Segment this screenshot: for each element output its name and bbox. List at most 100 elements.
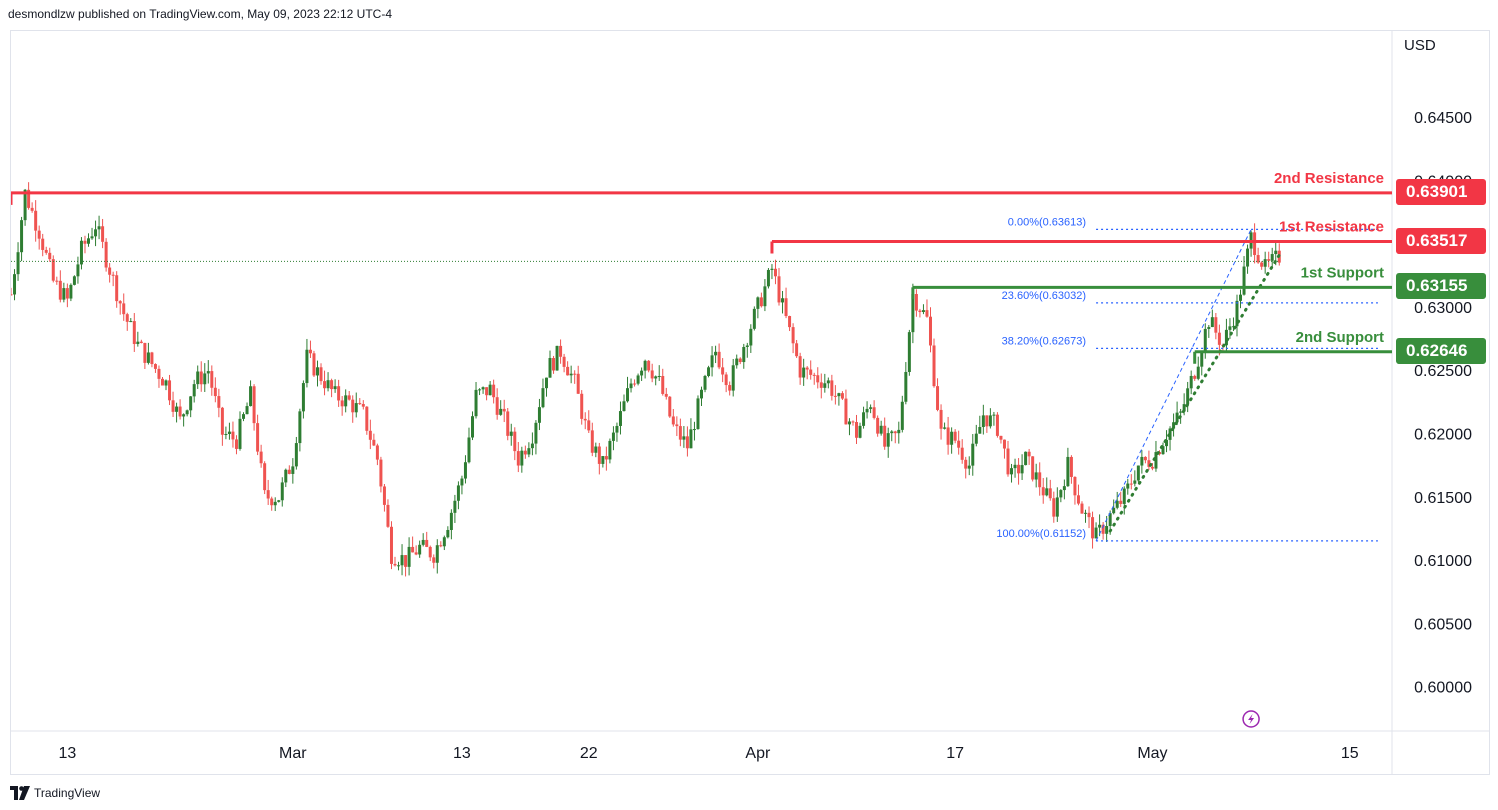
candle-body <box>439 545 443 547</box>
candle-body <box>611 432 615 441</box>
candle-body <box>11 294 13 296</box>
candle-body <box>1231 326 1235 328</box>
candle-body <box>1256 255 1260 263</box>
currency-label: USD <box>1404 37 1436 54</box>
support-label: 2nd Support <box>1296 329 1384 346</box>
candle-body <box>365 406 369 431</box>
candle-body <box>315 367 319 376</box>
candle-body <box>661 376 665 394</box>
candle-body <box>446 529 450 538</box>
fib-level-label: 38.20%(0.62673) <box>1002 335 1086 347</box>
chart-area[interactable]: 0.645000.640000.630000.625000.620000.615… <box>10 30 1490 775</box>
candle-body <box>1154 452 1158 469</box>
candle-body <box>407 546 411 567</box>
fib-level-label: 100.00%(0.61152) <box>996 528 1086 540</box>
candle-body <box>393 563 397 566</box>
candle-body <box>960 447 964 460</box>
candle-body <box>552 358 556 371</box>
candle-body <box>1010 468 1014 475</box>
candle-body <box>643 360 647 371</box>
candle-body <box>196 371 200 385</box>
candle-body <box>1091 517 1095 539</box>
candle-body <box>636 375 640 384</box>
candle-body <box>569 373 573 376</box>
candle-body <box>763 286 767 307</box>
candle-body <box>323 381 327 389</box>
candle-body <box>471 416 475 438</box>
candle-body <box>756 297 760 309</box>
candle-body <box>301 383 305 412</box>
candle-body <box>802 367 806 378</box>
footer: TradingView <box>10 784 100 802</box>
candle-body <box>108 267 112 275</box>
y-tick-label: 0.61000 <box>1414 553 1472 570</box>
price-chart[interactable]: 0.645000.640000.630000.625000.620000.615… <box>11 31 1489 774</box>
y-tick-label: 0.63000 <box>1414 300 1472 317</box>
candle-body <box>160 378 164 386</box>
candle-body <box>312 353 316 376</box>
candle-body <box>1027 451 1031 457</box>
candle-body <box>502 408 506 412</box>
candle-body <box>118 301 122 304</box>
candle-body <box>463 462 467 479</box>
candle-body <box>1017 464 1021 474</box>
candle-body <box>182 414 186 417</box>
candle-body <box>844 398 848 425</box>
candle-body <box>1041 487 1045 496</box>
candle-body <box>379 459 383 487</box>
candle-body <box>932 345 936 387</box>
candle-body <box>213 387 217 397</box>
candle-body <box>788 316 792 328</box>
candle-body <box>104 241 108 268</box>
candle-body <box>157 368 161 379</box>
candle-body <box>812 374 816 376</box>
candle-body <box>862 412 866 426</box>
candle-body <box>900 401 904 430</box>
x-tick-label: Mar <box>279 745 307 762</box>
candle-body <box>1069 456 1073 477</box>
candle-body <box>1143 456 1147 461</box>
candle-body <box>1270 254 1274 261</box>
candle-body <box>770 268 774 270</box>
candle-body <box>590 430 594 453</box>
footer-brand: TradingView <box>34 786 101 800</box>
candle-body <box>449 512 453 530</box>
candle-body <box>1101 524 1105 534</box>
candle-body <box>185 410 189 415</box>
candle-body <box>1020 465 1024 474</box>
candle-body <box>597 446 601 464</box>
candle-body <box>337 386 341 401</box>
candle-body <box>520 450 524 466</box>
candle-body <box>1006 448 1010 475</box>
candle-body <box>358 403 362 405</box>
candle-body <box>1119 500 1123 504</box>
candle-body <box>1228 326 1232 330</box>
candle-body <box>478 389 482 391</box>
candle-body <box>629 383 633 389</box>
candle-body <box>703 375 707 390</box>
candle-body <box>37 230 41 239</box>
candle-body <box>23 189 27 221</box>
candle-body <box>615 425 619 433</box>
candle-body <box>601 456 605 464</box>
candle-body <box>566 366 570 376</box>
x-tick-label: Apr <box>745 745 771 762</box>
candle-body <box>217 396 221 408</box>
candle-body <box>122 303 126 315</box>
candle-body <box>1260 262 1264 267</box>
candle-body <box>692 429 696 431</box>
candle-body <box>523 450 527 455</box>
candle-body <box>559 345 563 357</box>
lightning-icon <box>1242 710 1260 728</box>
resistance-label: 2nd Resistance <box>1274 170 1384 187</box>
candle-body <box>58 280 62 300</box>
candle-body <box>481 387 485 390</box>
candle-body <box>1038 472 1042 488</box>
candle-body <box>925 310 929 317</box>
candle-body <box>418 544 422 555</box>
candle-body <box>943 427 947 429</box>
candle-body <box>467 437 471 463</box>
candle-body <box>164 380 168 386</box>
resistance-price-tag: 0.63517 <box>1396 227 1486 254</box>
candle-body <box>171 400 175 412</box>
